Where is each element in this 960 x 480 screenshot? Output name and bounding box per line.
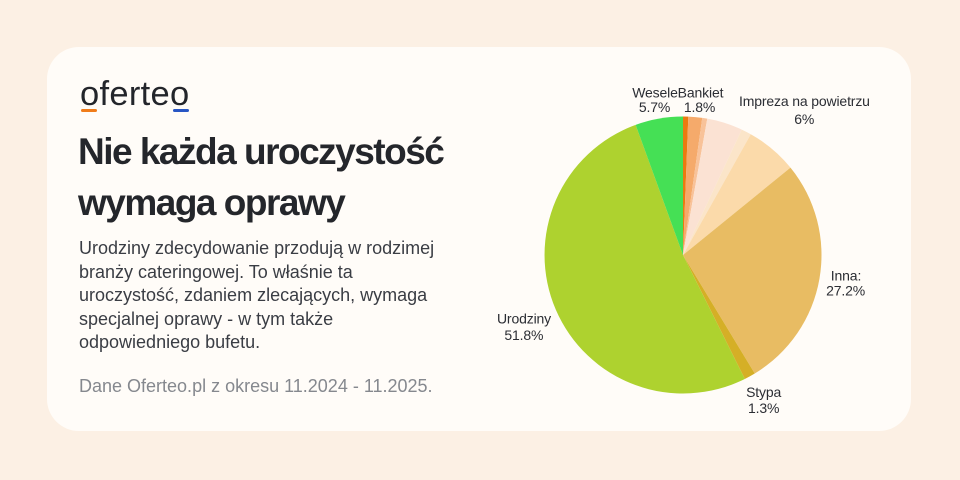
- svg-text:6%: 6%: [794, 111, 814, 127]
- svg-text:5.7%: 5.7%: [639, 99, 670, 115]
- svg-text:Impreza na powietrzu: Impreza na powietrzu: [739, 93, 870, 109]
- svg-text:27.2%: 27.2%: [826, 283, 865, 299]
- svg-text:Stypa: Stypa: [746, 384, 781, 400]
- svg-text:Wesele: Wesele: [632, 85, 678, 101]
- svg-text:Inna:: Inna:: [831, 267, 861, 283]
- svg-text:1.3%: 1.3%: [748, 400, 779, 416]
- svg-text:Bankiet: Bankiet: [678, 85, 724, 101]
- svg-text:1.8%: 1.8%: [684, 99, 715, 115]
- svg-text:Urodziny: Urodziny: [497, 310, 551, 326]
- svg-text:51.8%: 51.8%: [504, 327, 543, 343]
